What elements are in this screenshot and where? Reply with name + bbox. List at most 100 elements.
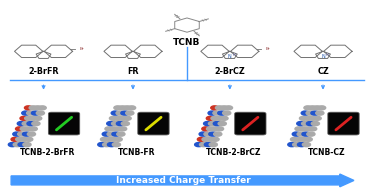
Circle shape bbox=[111, 122, 120, 126]
Circle shape bbox=[107, 132, 115, 136]
Circle shape bbox=[211, 106, 218, 110]
Circle shape bbox=[211, 116, 219, 120]
Circle shape bbox=[216, 127, 224, 131]
Circle shape bbox=[25, 127, 33, 131]
Circle shape bbox=[208, 111, 216, 115]
Circle shape bbox=[304, 127, 312, 131]
Circle shape bbox=[301, 122, 310, 126]
Circle shape bbox=[199, 143, 208, 147]
Circle shape bbox=[27, 111, 35, 115]
Circle shape bbox=[119, 106, 126, 110]
Circle shape bbox=[311, 111, 319, 115]
Circle shape bbox=[304, 106, 312, 110]
Circle shape bbox=[306, 122, 315, 126]
Circle shape bbox=[316, 111, 324, 115]
Circle shape bbox=[206, 127, 214, 131]
Circle shape bbox=[207, 137, 214, 141]
Circle shape bbox=[13, 143, 21, 147]
Circle shape bbox=[114, 106, 122, 110]
Circle shape bbox=[300, 127, 307, 131]
Circle shape bbox=[309, 116, 316, 120]
Circle shape bbox=[112, 132, 120, 136]
Circle shape bbox=[39, 106, 46, 110]
Circle shape bbox=[114, 116, 122, 120]
Circle shape bbox=[211, 127, 219, 131]
Text: TCNB: TCNB bbox=[173, 38, 201, 47]
Circle shape bbox=[220, 116, 228, 120]
Circle shape bbox=[206, 116, 214, 120]
Circle shape bbox=[36, 111, 45, 115]
Circle shape bbox=[117, 132, 125, 136]
Text: N: N bbox=[321, 54, 325, 59]
FancyArrow shape bbox=[11, 174, 354, 187]
Circle shape bbox=[116, 111, 124, 115]
Circle shape bbox=[17, 122, 25, 126]
Circle shape bbox=[101, 137, 108, 141]
Text: TCNB-FR: TCNB-FR bbox=[118, 148, 156, 157]
Circle shape bbox=[197, 137, 205, 141]
Circle shape bbox=[23, 143, 31, 147]
Circle shape bbox=[11, 137, 19, 141]
Text: TCNB-2-BrFR: TCNB-2-BrFR bbox=[19, 148, 75, 157]
Circle shape bbox=[301, 111, 309, 115]
Text: TCNB-CZ: TCNB-CZ bbox=[308, 148, 346, 157]
Circle shape bbox=[214, 132, 222, 136]
Circle shape bbox=[110, 116, 117, 120]
Circle shape bbox=[123, 116, 131, 120]
Circle shape bbox=[114, 127, 122, 131]
Circle shape bbox=[313, 116, 321, 120]
Circle shape bbox=[110, 137, 117, 141]
Circle shape bbox=[30, 127, 37, 131]
Circle shape bbox=[22, 132, 31, 136]
Circle shape bbox=[216, 116, 223, 120]
Circle shape bbox=[300, 116, 307, 120]
Circle shape bbox=[209, 132, 217, 136]
Circle shape bbox=[123, 106, 131, 110]
Circle shape bbox=[211, 137, 219, 141]
Text: FR: FR bbox=[127, 67, 139, 76]
Text: N: N bbox=[228, 54, 232, 59]
Circle shape bbox=[313, 106, 321, 110]
Text: Br: Br bbox=[80, 47, 85, 51]
Circle shape bbox=[203, 122, 212, 126]
Circle shape bbox=[297, 132, 305, 136]
Circle shape bbox=[27, 122, 35, 126]
Circle shape bbox=[20, 127, 28, 131]
Circle shape bbox=[111, 111, 119, 115]
Circle shape bbox=[318, 106, 326, 110]
Circle shape bbox=[300, 137, 307, 141]
Circle shape bbox=[20, 116, 28, 120]
Circle shape bbox=[213, 122, 221, 126]
Circle shape bbox=[34, 106, 42, 110]
Text: H: H bbox=[326, 53, 329, 57]
Circle shape bbox=[304, 137, 312, 141]
Circle shape bbox=[204, 132, 212, 136]
Circle shape bbox=[16, 137, 24, 141]
Circle shape bbox=[29, 116, 37, 120]
Circle shape bbox=[204, 143, 212, 147]
Circle shape bbox=[215, 106, 223, 110]
Circle shape bbox=[209, 143, 217, 147]
Circle shape bbox=[25, 116, 33, 120]
Circle shape bbox=[119, 127, 127, 131]
Circle shape bbox=[304, 116, 312, 120]
Circle shape bbox=[309, 106, 316, 110]
Text: 2-BrCZ: 2-BrCZ bbox=[214, 67, 245, 76]
Circle shape bbox=[105, 137, 113, 141]
Circle shape bbox=[107, 143, 116, 147]
Circle shape bbox=[105, 127, 113, 131]
Circle shape bbox=[295, 137, 303, 141]
Circle shape bbox=[225, 106, 233, 110]
Circle shape bbox=[34, 116, 42, 120]
Circle shape bbox=[22, 111, 30, 115]
Circle shape bbox=[311, 122, 319, 126]
Circle shape bbox=[218, 111, 226, 115]
FancyBboxPatch shape bbox=[48, 112, 80, 135]
Circle shape bbox=[24, 106, 32, 110]
Circle shape bbox=[292, 132, 300, 136]
Circle shape bbox=[114, 137, 122, 141]
Circle shape bbox=[297, 143, 306, 147]
Circle shape bbox=[288, 143, 296, 147]
Circle shape bbox=[31, 111, 40, 115]
Text: CZ: CZ bbox=[317, 67, 329, 76]
